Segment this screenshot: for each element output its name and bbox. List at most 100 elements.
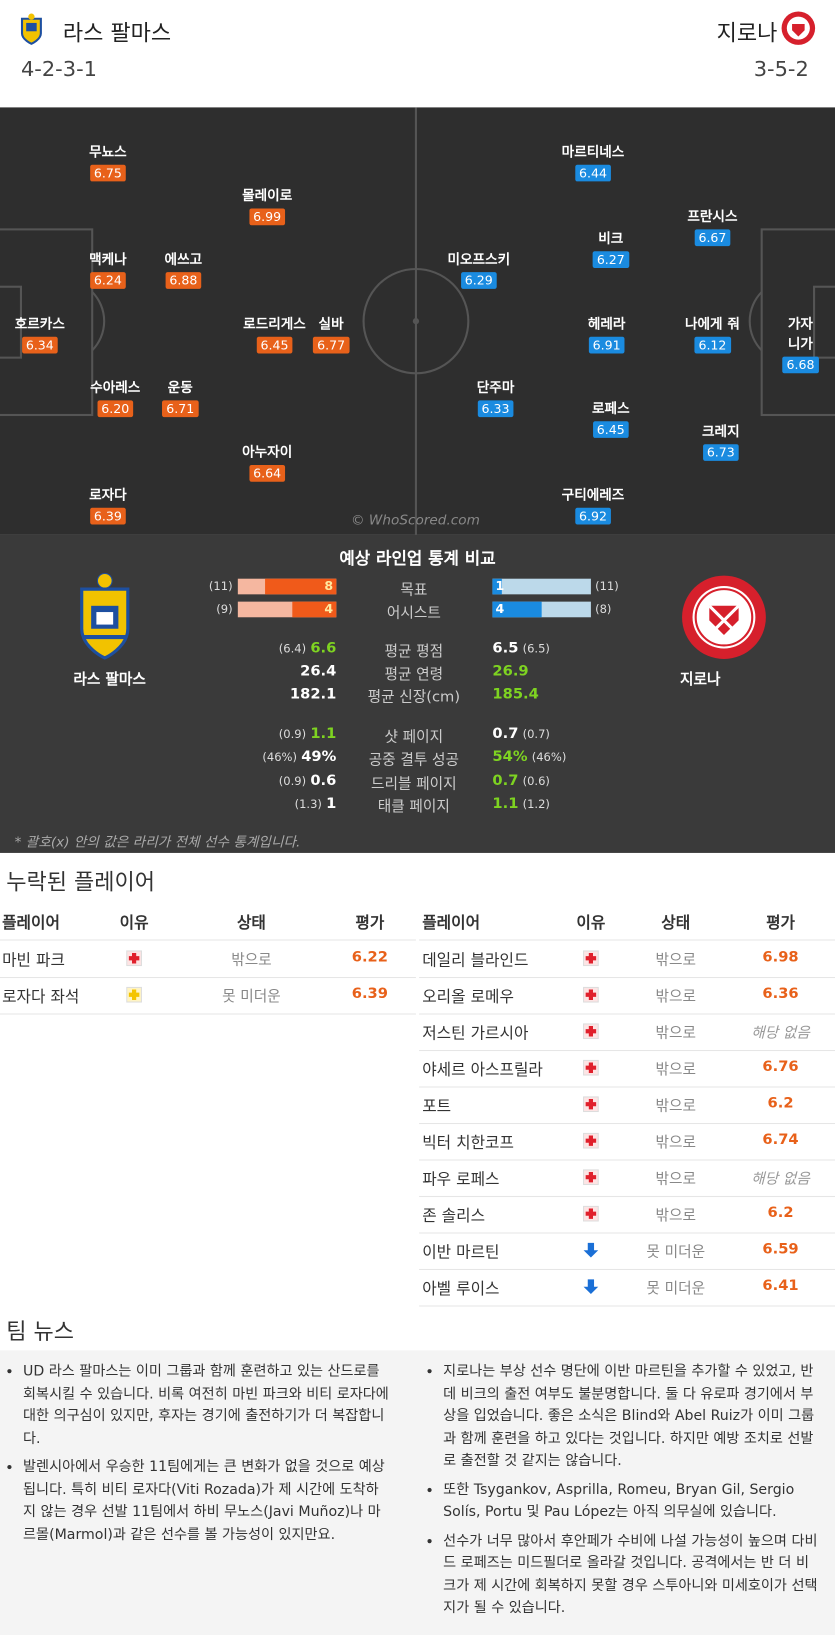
away-league-value: (6.5) (522, 642, 550, 656)
stat-label: 평균 신장(cm) (367, 689, 461, 706)
player-name: 오리올 로메우 (422, 987, 514, 1007)
player: 몰레이로 6.99 (242, 185, 292, 226)
rating: 6.59 (762, 1240, 799, 1258)
away-value: 185.4 (492, 686, 539, 703)
status: 밖으로 (655, 1207, 697, 1225)
column-header: 플레이어 (2, 913, 60, 933)
away-bar (492, 601, 542, 618)
home-team-label: 라스 팔마스 (73, 671, 146, 689)
player-name: 수아레스 (90, 380, 141, 397)
away-crest-small (781, 11, 816, 45)
player-name: 존 솔리스 (422, 1206, 486, 1226)
player-rating: 6.92 (574, 507, 612, 525)
player: 마르티네스 6.44 (562, 141, 624, 182)
away-bar (492, 578, 502, 595)
player-name: 구티에레즈 (561, 487, 625, 504)
away-bar-value: 1 (495, 578, 505, 594)
home-bar-track: 4 (237, 601, 337, 618)
missing-row: 오리올 로메우 밖으로 6.36 (419, 977, 835, 1015)
home-value: 6.6 (310, 640, 337, 657)
rating: 해당 없음 (751, 1170, 810, 1188)
home-crest (80, 572, 130, 660)
player-name: 몰레이로 (242, 188, 293, 205)
status: 밖으로 (655, 1061, 697, 1079)
news-item: 발렌시아에서 우승한 11팀에게는 큰 변화가 없을 것으로 예상됩니다. 특히… (23, 1457, 390, 1547)
player-name: 크레지 (702, 424, 740, 441)
status: 못 미더운 (222, 988, 281, 1006)
rating: 6.74 (762, 1131, 799, 1149)
player: 가자니가 6.68 (782, 313, 819, 374)
away-value: 6.5 (492, 640, 519, 657)
status: 밖으로 (655, 1097, 697, 1115)
player: 맥케나 6.24 (89, 248, 127, 289)
stat-label: 평균 연령 (384, 666, 444, 683)
away-total: (11) (595, 579, 619, 594)
missing-row: 저스틴 가르시아 밖으로 해당 없음 (419, 1014, 835, 1052)
home-stat: (0.9) 0.6 (279, 773, 337, 790)
player-rating: 6.71 (162, 400, 199, 418)
away-team-name: 지로나 (716, 20, 778, 46)
player: 실바 6.77 (312, 313, 350, 354)
away-bar-track: 1 (492, 578, 591, 595)
comparison-note: * 괄호(x) 안의 값은 라리가 전체 선수 통계입니다. (14, 835, 301, 851)
stat-label: 샷 페이지 (384, 728, 444, 746)
home-stat: 26.4 (300, 663, 336, 680)
rating: 6.36 (762, 985, 799, 1003)
missing-row: 데일리 블라인드 밖으로 6.98 (419, 941, 835, 979)
status: 못 미더운 (646, 1280, 706, 1298)
rating: 6.41 (762, 1277, 799, 1294)
home-league-value: (0.9) (278, 727, 307, 742)
player-name: 무뇨스 (89, 144, 127, 161)
player-name: 미오프스키 (447, 252, 511, 268)
column-header: 플레이어 (422, 913, 481, 933)
player-name: 아벨 루이스 (422, 1279, 500, 1299)
player-name: 프란시스 (687, 209, 738, 226)
away-team-label: 지로나 (679, 671, 721, 689)
rating: 6.2 (767, 1204, 794, 1222)
player-name: 헤레라 (587, 316, 626, 333)
player: 에쓰고 6.88 (165, 248, 202, 289)
missing-row: 이반 마르틴 못 미더운 6.59 (419, 1232, 835, 1271)
player-name: 이반 마르틴 (422, 1242, 500, 1262)
home-team-name: 라스 팔마스 (62, 20, 172, 46)
player: 로페스 6.45 (592, 397, 630, 438)
player-rating: 6.24 (89, 272, 127, 289)
home-value: 0.6 (310, 772, 337, 790)
player-rating: 6.33 (477, 400, 514, 418)
away-stat: 185.4 (492, 686, 538, 703)
player-rating: 6.34 (21, 336, 59, 354)
player: 크레지 6.73 (702, 420, 740, 461)
player-rating: 6.45 (256, 336, 293, 354)
home-value: 1.1 (310, 725, 337, 743)
rating: 6.39 (351, 985, 388, 1003)
home-stat: (1.3) 1 (295, 796, 337, 813)
reason-icon (583, 1169, 599, 1186)
news-panel: UD 라스 팔마스는 이미 그룹과 함께 훈련하고 있는 산드로를 회복시킬 수… (0, 1350, 835, 1635)
player-rating: 6.27 (592, 251, 629, 268)
player-name: 맥케나 (89, 252, 127, 268)
player-rating: 6.88 (165, 272, 202, 289)
reason-icon (126, 986, 142, 1003)
player-rating: 6.67 (694, 229, 731, 247)
status: 밖으로 (655, 1134, 697, 1152)
player-name: 마빈 파크 (2, 950, 65, 970)
away-league-value: (46%) (531, 750, 567, 765)
player-name: 로자다 좌석 (2, 987, 80, 1007)
home-stat: (6.4) 6.6 (279, 640, 337, 657)
reason-icon (583, 1059, 599, 1076)
away-value: 54% (492, 748, 528, 766)
reason-icon (583, 1242, 599, 1258)
news-item: 또한 Tsygankov, Asprilla, Romeu, Bryan Gil… (443, 1479, 820, 1524)
player: 미오프스키 6.29 (447, 248, 510, 289)
missing-row: 야세르 아스프릴라 밖으로 6.76 (419, 1050, 835, 1088)
home-formation: 4-2-3-1 (20, 56, 97, 82)
news-home-list: UD 라스 팔마스는 이미 그룹과 함께 훈련하고 있는 산드로를 회복시킬 수… (4, 1361, 390, 1553)
home-value: 182.1 (289, 686, 337, 703)
home-league-value: (46%) (262, 750, 298, 765)
away-stat: 0.7 (0.7) (492, 726, 550, 743)
reason-icon (583, 1096, 599, 1113)
player-rating: 6.99 (248, 208, 286, 226)
away-formation: 3-5-2 (753, 56, 809, 82)
away-stat: 54% (46%) (492, 749, 566, 766)
home-bar-value: 8 (324, 578, 334, 594)
